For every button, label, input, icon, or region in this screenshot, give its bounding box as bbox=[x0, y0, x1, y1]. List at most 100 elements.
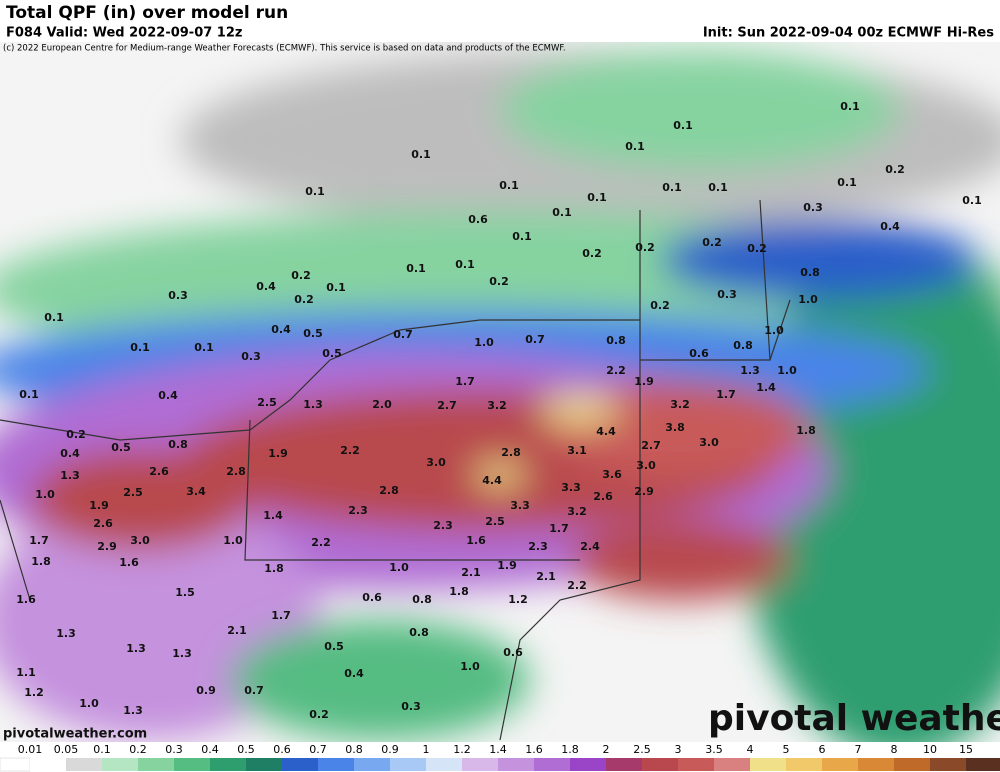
qpf-label: 1.0 bbox=[223, 534, 243, 547]
qpf-label: 0.6 bbox=[689, 347, 709, 360]
qpf-label: 1.9 bbox=[89, 499, 109, 512]
qpf-label: 3.2 bbox=[487, 399, 507, 412]
qpf-label: 0.1 bbox=[305, 185, 325, 198]
colorbar-label: 6 bbox=[819, 743, 826, 756]
qpf-label: 2.5 bbox=[485, 515, 505, 528]
qpf-label: 0.1 bbox=[44, 311, 64, 324]
qpf-label: 2.8 bbox=[501, 446, 521, 459]
colorbar-label: 0.4 bbox=[201, 743, 219, 756]
colorbar-swatch bbox=[426, 758, 462, 771]
colorbar-label: 1.6 bbox=[525, 743, 543, 756]
qpf-label: 0.1 bbox=[587, 191, 607, 204]
colorbar-label: 0.1 bbox=[93, 743, 111, 756]
qpf-label: 2.3 bbox=[433, 519, 453, 532]
qpf-label: 3.0 bbox=[636, 459, 656, 472]
qpf-label: 1.7 bbox=[29, 534, 49, 547]
init-time: Init: Sun 2022-09-04 00z ECMWF Hi-Res bbox=[703, 26, 994, 41]
colorbar-label: 0.2 bbox=[129, 743, 147, 756]
qpf-label: 0.1 bbox=[552, 206, 572, 219]
qpf-label: 1.5 bbox=[175, 586, 195, 599]
colorbar-label: 0.5 bbox=[237, 743, 255, 756]
qpf-label: 1.8 bbox=[31, 555, 51, 568]
colorbar-label: 0.6 bbox=[273, 743, 291, 756]
colorbar-label: 8 bbox=[891, 743, 898, 756]
colorbar-swatch bbox=[786, 758, 822, 771]
qpf-label: 3.0 bbox=[426, 456, 446, 469]
qpf-label: 0.2 bbox=[635, 241, 655, 254]
qpf-label: 3.2 bbox=[670, 398, 690, 411]
qpf-label: 0.1 bbox=[130, 341, 150, 354]
qpf-label: 0.4 bbox=[158, 389, 178, 402]
colorbar-swatch bbox=[966, 758, 1000, 771]
qpf-label: 0.3 bbox=[168, 289, 188, 302]
qpf-label: 1.6 bbox=[466, 534, 486, 547]
qpf-label: 0.1 bbox=[455, 258, 475, 271]
qpf-label: 0.2 bbox=[747, 242, 767, 255]
qpf-label: 0.1 bbox=[326, 281, 346, 294]
qpf-label: 2.5 bbox=[257, 396, 277, 409]
qpf-label: 2.1 bbox=[227, 624, 247, 637]
qpf-label: 0.7 bbox=[244, 684, 264, 697]
qpf-label: 0.1 bbox=[962, 194, 982, 207]
qpf-label: 0.5 bbox=[111, 441, 131, 454]
qpf-label: 1.4 bbox=[263, 509, 283, 522]
qpf-label: 0.4 bbox=[60, 447, 80, 460]
qpf-label: 2.6 bbox=[593, 490, 613, 503]
qpf-label: 0.1 bbox=[411, 148, 431, 161]
qpf-label: 2.5 bbox=[123, 486, 143, 499]
colorbar-label: 0.7 bbox=[309, 743, 327, 756]
colorbar-swatch bbox=[858, 758, 894, 771]
qpf-label: 0.2 bbox=[309, 708, 329, 721]
qpf-label: 3.6 bbox=[602, 468, 622, 481]
colorbar-swatch bbox=[606, 758, 642, 771]
qpf-label: 0.8 bbox=[733, 339, 753, 352]
colorbar-label: 0.01 bbox=[18, 743, 43, 756]
colorbar-swatch bbox=[390, 758, 426, 771]
qpf-label: 2.2 bbox=[606, 364, 626, 377]
qpf-label: 3.8 bbox=[665, 421, 685, 434]
colorbar-swatch bbox=[66, 758, 102, 771]
precip-field bbox=[0, 42, 1000, 760]
qpf-label: 3.1 bbox=[567, 444, 587, 457]
qpf-label: 3.3 bbox=[510, 499, 530, 512]
qpf-label: 2.7 bbox=[437, 399, 457, 412]
colorbar-label: 2.5 bbox=[633, 743, 651, 756]
qpf-label: 1.0 bbox=[798, 293, 818, 306]
qpf-label: 4.4 bbox=[482, 474, 502, 487]
qpf-label: 0.2 bbox=[66, 428, 86, 441]
colorbar-label: 4 bbox=[747, 743, 754, 756]
qpf-label: 1.7 bbox=[549, 522, 569, 535]
colorbar-label: 3.5 bbox=[705, 743, 723, 756]
colorbar-swatch bbox=[714, 758, 750, 771]
qpf-label: 0.1 bbox=[662, 181, 682, 194]
qpf-label: 0.1 bbox=[840, 100, 860, 113]
qpf-label: 0.6 bbox=[468, 213, 488, 226]
qpf-label: 0.1 bbox=[708, 181, 728, 194]
qpf-label: 3.2 bbox=[567, 505, 587, 518]
colorbar-label: 0.3 bbox=[165, 743, 183, 756]
header-bg bbox=[0, 0, 1000, 42]
colorbar-swatch bbox=[354, 758, 390, 771]
qpf-label: 2.9 bbox=[97, 540, 117, 553]
qpf-label: 0.1 bbox=[512, 230, 532, 243]
colorbar-swatch bbox=[174, 758, 210, 771]
colorbar-label: 10 bbox=[923, 743, 937, 756]
colorbar-swatch bbox=[0, 757, 31, 772]
colorbar-swatch bbox=[282, 758, 318, 771]
colorbar-label: 0.8 bbox=[345, 743, 363, 756]
qpf-label: 2.3 bbox=[348, 504, 368, 517]
colorbar-swatch bbox=[570, 758, 606, 771]
qpf-label: 0.2 bbox=[489, 275, 509, 288]
site-url: pivotalweather.com bbox=[3, 727, 147, 742]
qpf-label: 0.4 bbox=[271, 323, 291, 336]
qpf-label: 0.4 bbox=[344, 667, 364, 680]
copyright: (c) 2022 European Centre for Medium-rang… bbox=[3, 44, 566, 54]
qpf-label: 1.0 bbox=[35, 488, 55, 501]
qpf-label: 3.0 bbox=[130, 534, 150, 547]
qpf-label: 0.8 bbox=[409, 626, 429, 639]
qpf-label: 0.3 bbox=[717, 288, 737, 301]
qpf-label: 1.8 bbox=[796, 424, 816, 437]
qpf-label: 1.9 bbox=[497, 559, 517, 572]
qpf-label: 2.2 bbox=[340, 444, 360, 457]
